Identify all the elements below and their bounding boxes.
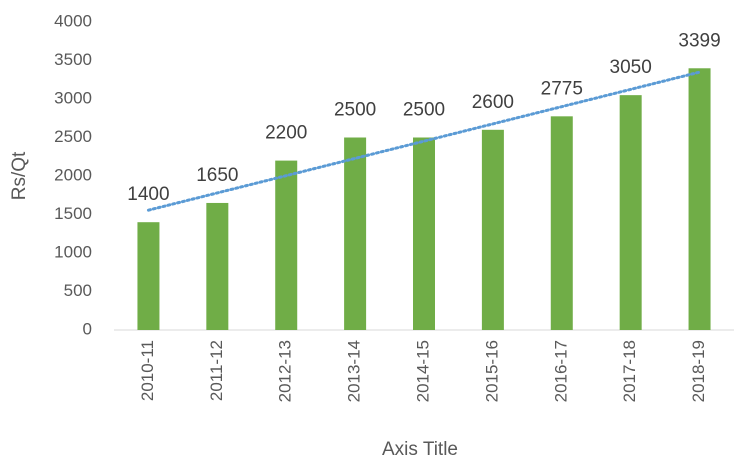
y-tick-label: 4000 [54,11,92,30]
data-label: 1650 [196,165,238,186]
bar [688,68,711,330]
data-label: 3050 [610,57,652,78]
y-tick-label: 2000 [54,165,92,184]
x-tick-label: 2014-15 [413,340,432,402]
y-tick-label: 1500 [54,204,92,223]
bar [344,137,367,330]
x-tick-label: 2017-18 [620,340,639,402]
y-tick-label: 500 [64,281,92,300]
y-tick-label: 2500 [54,127,92,146]
data-label: 1400 [127,184,169,205]
x-tick-label: 2016-17 [551,340,570,402]
bar [137,222,160,330]
y-tick-label: 1000 [54,242,92,261]
bar [206,202,229,330]
x-tick-label: 2015-16 [482,340,501,402]
data-label: 3399 [678,30,720,51]
data-label: 2500 [403,100,445,121]
data-label: 2600 [472,92,514,113]
x-axis-title: Axis Title [382,439,458,460]
y-tick-label: 3500 [54,50,92,69]
bar [413,137,435,330]
x-tick-label: 2010-11 [138,340,157,401]
bar [275,160,298,330]
trendline [146,70,702,212]
y-axis-title: Rs/Qt [9,151,30,200]
x-tick-label: 2018-19 [689,340,708,402]
y-tick-label: 0 [83,319,92,338]
x-tick-label: 2013-14 [345,340,364,402]
x-tick-label: 2011-12 [207,340,226,401]
data-label: 2500 [334,100,376,121]
data-label: 2775 [541,78,583,99]
bar [619,95,642,331]
x-tick-label: 2012-13 [276,340,295,402]
y-tick-label: 3000 [54,88,92,107]
bar [481,129,504,330]
data-label: 2200 [265,123,307,144]
bar [550,116,573,330]
